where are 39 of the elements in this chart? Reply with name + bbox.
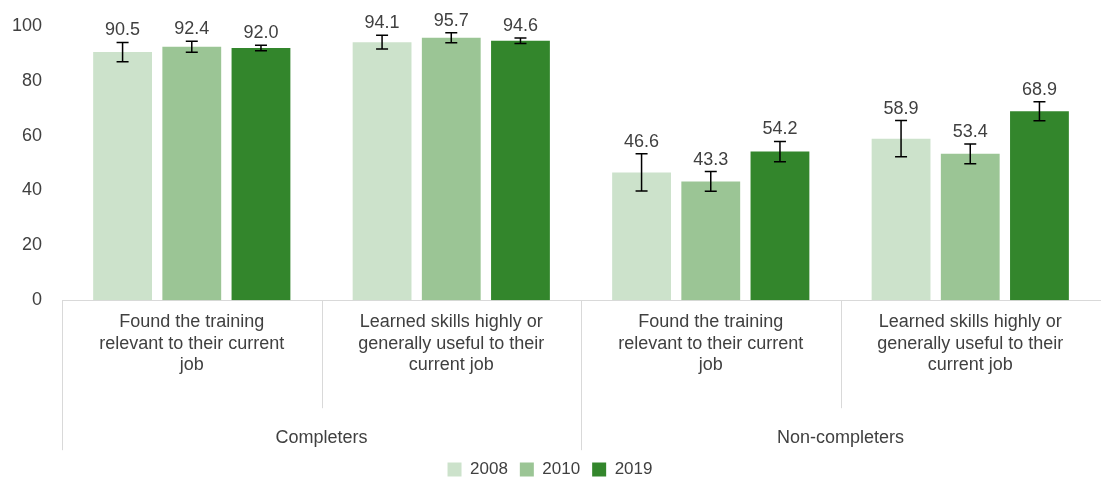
data-label: 92.4 <box>174 18 210 39</box>
bar <box>421 37 481 301</box>
y-tick-label: 100 <box>11 14 43 35</box>
x-tick-label: Learned skills highly or generally useful to their current job <box>358 310 545 375</box>
legend-label: 2019 <box>614 459 653 479</box>
legend-label: 2010 <box>542 459 581 479</box>
data-label: 58.9 <box>883 97 919 118</box>
bar <box>750 151 810 301</box>
x-tick-label: Learned skills highly or generally useful to their current job <box>877 310 1064 375</box>
data-label: 92.0 <box>243 22 279 43</box>
data-label: 90.5 <box>105 19 141 40</box>
bar <box>1010 111 1069 301</box>
y-tick-label: 80 <box>22 69 43 90</box>
bar <box>352 42 412 301</box>
text: Completers <box>275 427 368 448</box>
bar <box>231 47 291 301</box>
data-label: 95.7 <box>433 9 469 30</box>
bar <box>681 181 741 301</box>
bar <box>940 153 1000 301</box>
bar <box>93 52 152 301</box>
data-label: 68.9 <box>1021 78 1057 99</box>
y-tick-label: 20 <box>22 234 43 255</box>
bar <box>162 46 222 301</box>
legend-label: 2008 <box>470 459 508 479</box>
text: Non-completers <box>776 427 905 448</box>
data-label: 46.6 <box>624 130 660 151</box>
data-label: 94.6 <box>502 15 538 36</box>
x-tick-label: Found the training relevant to their current job <box>618 310 804 375</box>
bar <box>871 138 931 301</box>
data-label: 53.4 <box>952 120 988 141</box>
x-tick-label: Found the training relevant to their current job <box>99 310 285 375</box>
data-label: 54.2 <box>762 118 798 139</box>
y-tick-label: 0 <box>32 289 43 310</box>
data-label: 43.3 <box>693 148 729 169</box>
data-label: 94.1 <box>364 12 400 33</box>
bar <box>612 172 671 301</box>
y-tick-label: 60 <box>22 124 43 145</box>
y-tick-label: 40 <box>22 179 43 200</box>
bar <box>491 40 550 301</box>
